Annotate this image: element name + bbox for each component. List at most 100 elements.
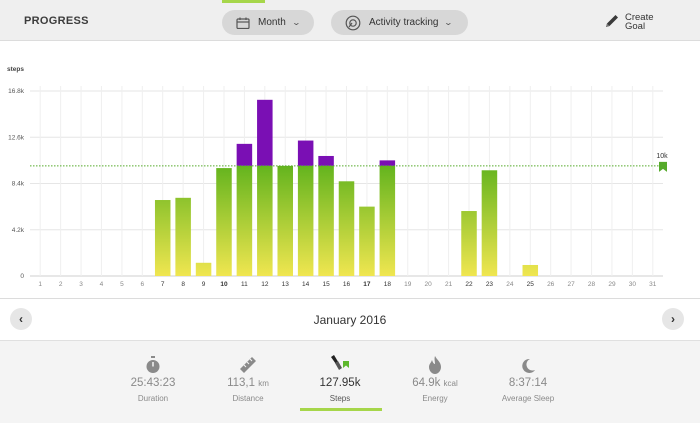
x-tick-label: 31 (649, 281, 657, 288)
bar-over-goal (236, 143, 253, 166)
top-bar: PROGRESS Month ⌄ Activity tracking ⌄ Cre… (0, 0, 700, 41)
x-tick-label: 26 (547, 281, 555, 288)
x-tick-label: 13 (282, 281, 290, 288)
summary-bar: 25:43:23 Duration 113,1 km Distance 127.… (0, 340, 700, 423)
bar (461, 211, 477, 276)
x-tick-label: 16 (343, 281, 351, 288)
y-tick-label: 12.6k (8, 134, 25, 141)
bar (297, 165, 314, 276)
x-tick-label: 24 (506, 281, 514, 288)
stat-value: 25:43:23 (130, 377, 176, 389)
active-tab-indicator (222, 0, 265, 3)
stat-label: Average Sleep (501, 394, 555, 403)
stat-value: 8:37:14 (508, 377, 548, 389)
x-tick-label: 11 (241, 281, 248, 288)
bar-over-goal (257, 99, 273, 166)
bar (359, 206, 375, 276)
x-tick-label: 6 (140, 281, 144, 288)
stat-label: Energy (422, 394, 448, 403)
stat-energy[interactable]: 64.9k kcal Energy (390, 341, 480, 403)
bar (338, 181, 355, 276)
activity-dropdown-label: Activity tracking (369, 17, 439, 28)
y-tick-label: 8.4k (12, 181, 25, 188)
stat-duration[interactable]: 25:43:23 Duration (108, 341, 198, 403)
bar (522, 264, 539, 276)
bar (257, 165, 273, 276)
x-tick-label: 1 (38, 281, 42, 288)
x-tick-label: 10 (220, 281, 228, 288)
stat-label: Duration (137, 394, 169, 403)
stat-unit: km (258, 379, 269, 388)
stopwatch-icon (108, 354, 198, 374)
y-axis-label: steps (7, 66, 24, 73)
x-tick-label: 18 (384, 281, 392, 288)
x-tick-label: 5 (120, 281, 124, 288)
month-label: January 2016 (313, 313, 387, 327)
y-tick-label: 0 (20, 273, 24, 280)
bar (154, 200, 171, 276)
x-tick-label: 2 (59, 281, 63, 288)
calendar-icon (236, 17, 250, 29)
stat-label: Steps (329, 394, 351, 403)
period-dropdown[interactable]: Month ⌄ (222, 10, 314, 35)
bars (154, 99, 539, 276)
y-tick-label: 16.8k (8, 88, 25, 95)
bar-over-goal (379, 160, 396, 166)
x-tick-label: 15 (322, 281, 330, 288)
chevron-left-icon: ‹ (19, 312, 23, 326)
create-goal-button[interactable]: Create Goal (604, 13, 654, 34)
x-tick-label: 3 (79, 281, 83, 288)
goal-flag-icon (659, 161, 667, 172)
pencil-icon (604, 13, 620, 34)
bar-over-goal (297, 140, 314, 166)
stat-unit: kcal (443, 379, 458, 388)
stat-distance[interactable]: 113,1 km Distance (203, 341, 293, 403)
x-tick-label: 4 (100, 281, 104, 288)
x-tick-label: 29 (608, 281, 616, 288)
shoe-icon (295, 354, 385, 374)
divider (0, 298, 700, 299)
bar (195, 262, 212, 276)
x-tick-label: 20 (425, 281, 433, 288)
x-tick-label: 30 (629, 281, 637, 288)
stat-value: 64.9k (412, 377, 441, 389)
x-tick-label: 14 (302, 281, 310, 288)
ruler-icon (203, 354, 293, 374)
y-tick-label: 4.2k (12, 227, 25, 234)
stat-label: Distance (232, 394, 264, 403)
previous-month-button[interactable]: ‹ (10, 308, 32, 330)
x-tick-label: 7 (161, 281, 165, 288)
goal-line: 10k (30, 153, 668, 172)
stat-steps[interactable]: 127.95k Steps (295, 341, 385, 403)
x-tick-label: 9 (202, 281, 206, 288)
x-tick-label: 12 (261, 281, 269, 288)
create-goal-line-2: Goal (625, 21, 646, 32)
x-tick-label: 19 (404, 281, 412, 288)
chevron-right-icon: › (671, 312, 675, 326)
x-tick-label: 8 (181, 281, 185, 288)
goal-label: 10k (656, 153, 668, 160)
x-tick-label: 23 (486, 281, 494, 288)
bar (318, 165, 334, 276)
stat-sleep[interactable]: 8:37:14 Average Sleep (483, 341, 573, 403)
page-title: PROGRESS (24, 15, 89, 27)
activity-tracker-icon (345, 15, 361, 31)
stat-value: 127.95k (319, 377, 361, 389)
create-goal-line-1: Create (625, 12, 654, 23)
steps-chart: 10k steps 0 4.2k 8.4k 12.6k 16.8k 1 2 3 4 5 6 7 8 9 10 1… (0, 41, 700, 298)
bar-over-goal (318, 155, 334, 166)
bar (216, 168, 232, 276)
bar (481, 170, 498, 276)
flame-icon (390, 354, 480, 374)
next-month-button[interactable]: › (662, 308, 684, 330)
active-stat-indicator (300, 408, 382, 411)
x-tick-label: 21 (445, 281, 453, 288)
activity-dropdown[interactable]: Activity tracking ⌄ (331, 10, 468, 35)
x-tick-label: 17 (363, 281, 371, 288)
stat-value: 113,1 (227, 377, 256, 389)
bar (379, 165, 396, 276)
chevron-down-icon: ⌄ (291, 18, 301, 27)
period-dropdown-label: Month (258, 17, 286, 28)
